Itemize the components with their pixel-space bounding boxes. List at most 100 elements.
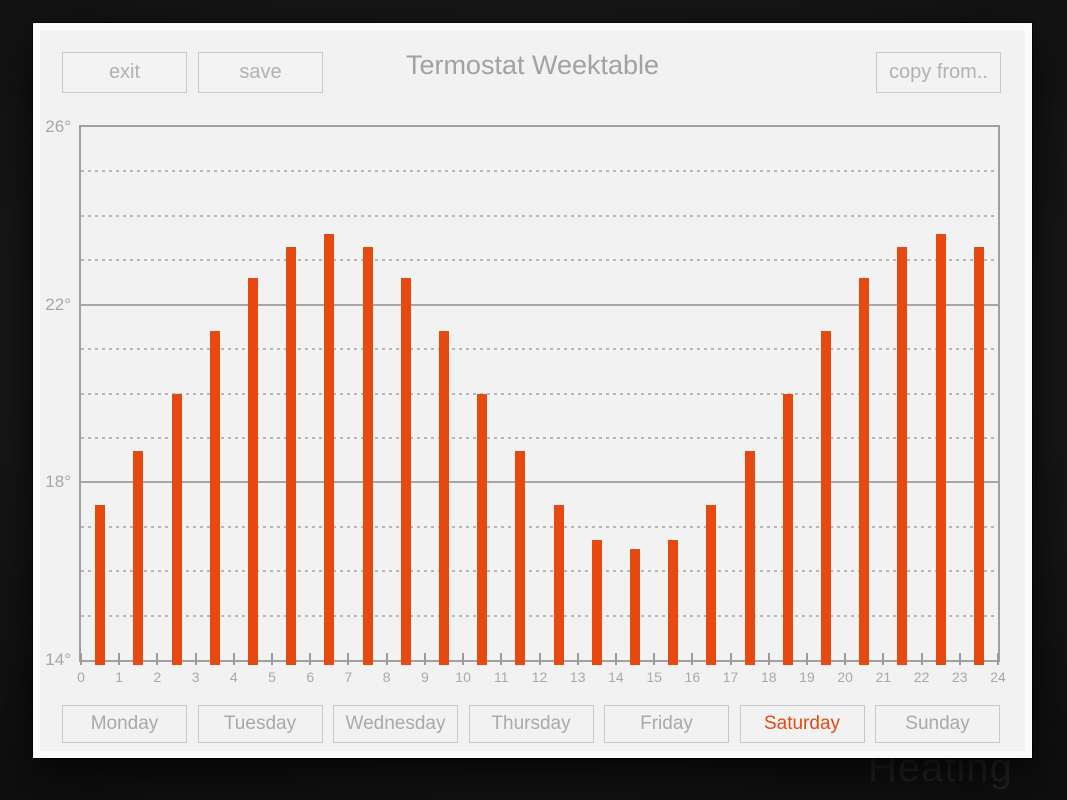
x-axis-tick — [997, 653, 999, 665]
temperature-bar[interactable] — [821, 331, 832, 665]
exit-button[interactable]: exit — [62, 52, 187, 93]
day-tab-tuesday[interactable]: Tuesday — [197, 705, 323, 743]
x-axis-label: 17 — [722, 669, 739, 685]
x-axis-tick — [309, 653, 312, 665]
x-axis-tick — [576, 653, 579, 665]
temperature-bar[interactable] — [973, 246, 984, 665]
x-axis-label: 18 — [760, 669, 777, 685]
temperature-bar[interactable] — [706, 504, 717, 665]
gridline-dashed — [81, 348, 998, 351]
y-axis-label: 22° — [45, 294, 71, 314]
weektable-chart: 26° 22° 18° 14° 0 1 2 3 4 5 6 7 8 9 10 11 12 13 14 15 16 17 18… — [45, 117, 1006, 685]
temperature-bar[interactable] — [362, 246, 373, 665]
x-axis-tick — [653, 653, 656, 665]
temperature-bar[interactable] — [630, 548, 641, 665]
day-tab-saturday[interactable]: Saturday — [739, 705, 865, 743]
temperature-bar[interactable] — [171, 393, 182, 665]
x-axis-tick — [767, 653, 770, 665]
copy-from-button[interactable]: copy from.. — [876, 52, 1001, 93]
temperature-bar[interactable] — [438, 331, 449, 665]
temperature-bar[interactable] — [477, 393, 488, 665]
x-axis-label: 15 — [646, 669, 662, 685]
temperature-bar[interactable] — [400, 278, 411, 665]
gridline-dashed — [81, 436, 998, 439]
x-axis-label: 14 — [608, 669, 624, 685]
x-axis-label: 19 — [799, 669, 815, 685]
x-axis-label: 12 — [531, 669, 548, 685]
day-tab-wednesday[interactable]: Wednesday — [333, 705, 458, 743]
x-axis-label: 6 — [306, 669, 315, 685]
x-axis-tick — [614, 653, 617, 665]
x-axis-tick — [194, 653, 197, 665]
x-axis-label: 0 — [77, 669, 85, 685]
x-axis-tick — [347, 653, 350, 665]
x-axis-tick — [729, 653, 732, 665]
x-axis-label: 3 — [191, 669, 200, 685]
temperature-bar[interactable] — [553, 504, 564, 665]
x-axis-label: 5 — [268, 669, 276, 685]
x-axis-tick — [538, 653, 541, 665]
x-axis-label: 22 — [913, 669, 930, 685]
day-tab-sunday[interactable]: Sunday — [875, 705, 1000, 743]
temperature-bar[interactable] — [935, 233, 946, 665]
save-button[interactable]: save — [198, 52, 323, 93]
x-axis-label: 10 — [455, 669, 471, 685]
temperature-bar[interactable] — [286, 246, 297, 665]
temperature-bar[interactable] — [591, 540, 602, 665]
x-axis-tick — [805, 653, 808, 665]
gridline-dashed — [81, 214, 998, 217]
x-axis-tick — [271, 653, 274, 665]
temperature-bar[interactable] — [859, 278, 870, 665]
temperature-bar[interactable] — [95, 504, 106, 665]
temperature-bar[interactable] — [247, 278, 258, 665]
temperature-bar[interactable] — [324, 233, 335, 665]
x-axis-label: 4 — [229, 669, 238, 685]
x-axis-tick — [844, 653, 847, 665]
x-axis-label: 21 — [875, 669, 892, 685]
gridline-dashed — [81, 259, 998, 262]
x-axis-tick — [882, 653, 885, 665]
temperature-bar[interactable] — [782, 393, 793, 665]
gridline-dashed — [81, 392, 998, 395]
gridline-dashed — [81, 170, 998, 173]
y-axis-label: 26° — [45, 117, 71, 136]
x-axis-label: 7 — [344, 669, 353, 685]
day-tab-friday[interactable]: Friday — [604, 705, 729, 743]
temperature-bar[interactable] — [515, 451, 526, 665]
temperature-bar[interactable] — [744, 451, 755, 665]
day-tab-monday[interactable]: Monday — [62, 705, 187, 743]
x-axis-tick — [920, 653, 923, 665]
temperature-bar[interactable] — [668, 540, 679, 665]
x-axis-tick — [118, 653, 121, 665]
x-axis-label: 1 — [115, 669, 124, 685]
x-axis-label: 2 — [153, 669, 162, 685]
gridline-dashed — [81, 570, 998, 573]
day-tab-thursday[interactable]: Thursday — [468, 705, 594, 743]
x-axis-tick — [80, 653, 82, 665]
x-axis-tick — [423, 653, 426, 665]
temperature-bar[interactable] — [209, 331, 220, 665]
x-axis-label: 13 — [569, 669, 586, 685]
temperature-bar[interactable] — [133, 451, 144, 665]
gridline-solid — [81, 481, 998, 484]
y-axis-label: 14° — [45, 650, 71, 669]
x-axis-label: 23 — [951, 669, 968, 685]
x-axis-tick — [958, 653, 961, 665]
temperature-bar[interactable] — [897, 246, 908, 665]
x-axis-label: 8 — [382, 669, 391, 685]
x-axis-label: 20 — [837, 669, 853, 685]
x-axis-label: 24 — [990, 669, 1006, 685]
x-axis-label: 16 — [684, 669, 701, 685]
x-axis-label: 9 — [420, 669, 429, 685]
gridline-solid — [81, 303, 998, 306]
gridline-dashed — [81, 525, 998, 528]
x-axis-tick — [500, 653, 503, 665]
y-axis-label: 18° — [45, 472, 71, 492]
x-axis-label: 11 — [494, 669, 509, 685]
thermostat-weektable-window: exit save Termostat Weektable copy from.… — [33, 23, 1032, 758]
x-axis-tick — [232, 653, 235, 665]
x-axis-tick — [156, 653, 159, 665]
gridline-dashed — [81, 614, 998, 617]
x-axis-tick — [385, 653, 388, 665]
page-title: Termostat Weektable — [405, 50, 660, 80]
